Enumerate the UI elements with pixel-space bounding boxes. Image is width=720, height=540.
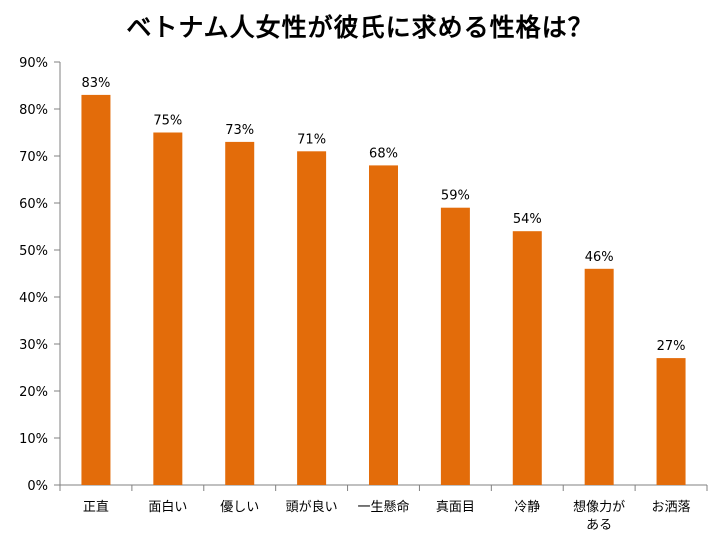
bar [297,151,327,486]
category-label: 優しい [220,500,259,515]
category-label: 冷静 [514,500,540,515]
bar [440,207,470,485]
bar [81,94,111,486]
y-axis: 0% 10% 20% 30% 40% 50% 60% 70% 80% 90% [19,56,61,494]
data-label: 27% [657,339,686,354]
y-tick-label: 80% [19,103,48,118]
y-tick-label: 10% [19,432,48,447]
data-label: 54% [513,212,542,227]
data-label: 46% [585,250,614,265]
bar [225,141,255,485]
data-label: 75% [153,114,182,129]
bars [81,94,686,486]
y-tick-label: 70% [19,150,48,165]
category-label: 正直 [83,500,109,515]
category-label: お洒落 [652,500,691,515]
data-label: 68% [369,146,398,161]
y-tick-label: 40% [19,291,48,306]
y-tick-label: 20% [19,385,48,400]
category-label: 面白い [148,499,187,515]
bar [369,165,398,485]
data-label: 83% [81,76,110,91]
bar [153,132,183,485]
bar [512,231,542,485]
category-label: 想像力がある [573,499,625,533]
bar [656,358,686,485]
data-label: 73% [225,123,254,138]
chart-title: ベトナム人女性が彼氏に求める性格は？ [126,13,594,42]
category-label: 頭が良い [286,499,338,515]
category-label: 一生懸命 [357,499,409,515]
x-axis [59,484,708,491]
category-label: 真面目 [436,500,475,515]
data-labels: 83% 75% 73% 71% 68% 59% 54% 46% 27% [81,76,685,354]
data-label: 71% [297,132,326,147]
y-tick-label: 30% [19,338,48,353]
y-tick-label: 60% [19,197,48,212]
bar [584,268,614,485]
category-labels: 正直 面白い 優しい 頭が良い 一生懸命 真面目 冷静 想像力がある お洒落 [83,499,691,533]
y-tick-label: 90% [19,56,48,71]
y-tick-label: 50% [19,244,48,259]
data-label: 59% [441,189,470,204]
y-tick-label: 0% [27,479,48,494]
